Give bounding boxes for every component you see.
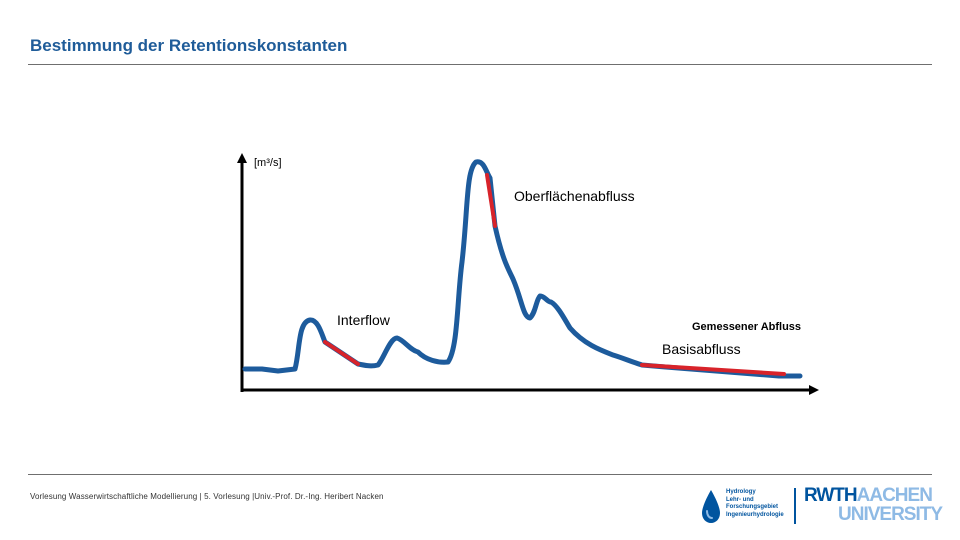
basisabfluss-label: Basisabfluss: [662, 341, 741, 357]
interflow-segment: [323, 340, 360, 366]
institute-line: Lehr- und: [726, 496, 754, 503]
logo-divider: [794, 488, 796, 524]
institute-line: Ingenieurhydrologie: [726, 511, 784, 518]
rwth-aachen-wordmark: RWTHAACHEN: [804, 485, 933, 506]
title-divider: [28, 64, 932, 65]
university-word: UNIVERSITY: [838, 504, 943, 525]
footer-text: Vorlesung Wasserwirtschaftliche Modellie…: [30, 492, 384, 501]
rwth-word: RWTH: [804, 485, 858, 506]
institute-line: Hydrology: [726, 489, 756, 495]
measured-discharge-line: [242, 159, 803, 379]
y-axis-unit-label: [m³/s]: [254, 157, 282, 169]
aachen-word: AACHEN: [856, 485, 933, 506]
university-logo: Hydrology Lehr- und Forschungsgebiet Ing…: [696, 485, 943, 528]
interflow-label: Interflow: [337, 312, 391, 328]
measured-discharge-label: Gemessener Abfluss: [692, 321, 801, 333]
institute-line: Forschungsgebiet: [726, 504, 779, 510]
institute-name: Hydrology Lehr- und Forschungsgebiet Ing…: [726, 489, 784, 519]
oberflaechenabfluss-segment: [485, 173, 497, 228]
water-drop-icon: [702, 490, 720, 523]
oberflaechenabfluss-label: Oberflächenabfluss: [514, 188, 635, 204]
basisabfluss-segment: [640, 363, 786, 376]
slide-title: Bestimmung der Retentionskonstanten: [30, 36, 348, 55]
footer-divider: [28, 474, 932, 475]
